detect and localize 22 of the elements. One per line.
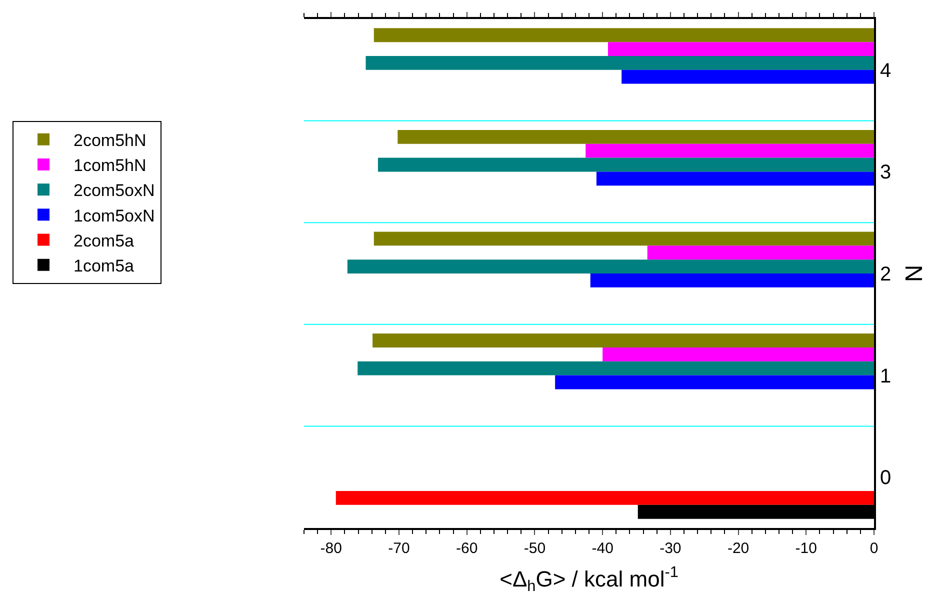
x-tick-label: -70 [388,540,410,557]
y-tick-label: 1 [880,365,892,388]
legend-label: 2com5hN [74,130,146,150]
legend-label: 1com5oxN [74,206,155,226]
legend-label: 2com5a [74,231,135,250]
x-tick-label: -20 [727,540,750,557]
x-tick-label: 0 [870,540,878,557]
y-tick-label: 0 [880,467,892,490]
legend-label: 1com5a [74,256,135,276]
x-axis-title: <Δ$_{h}$G> / kcal mol$^{-1}$ [500,564,678,596]
y-tick-label: 3 [880,162,892,184]
x-tick-label: -80 [320,540,342,557]
x-tick-label: -30 [660,540,682,557]
legend-label: 2com5oxN [74,181,155,200]
legend-label: 1com5hN [74,156,146,176]
x-tick-label: -60 [456,540,478,557]
y-tick-label: 2 [880,264,892,286]
y-tick-label: 4 [880,60,892,82]
x-tick-label: -40 [592,540,614,557]
y-axis-title: N [900,264,928,282]
x-tick-label: -10 [795,540,817,557]
x-tick-label: -50 [524,540,546,557]
